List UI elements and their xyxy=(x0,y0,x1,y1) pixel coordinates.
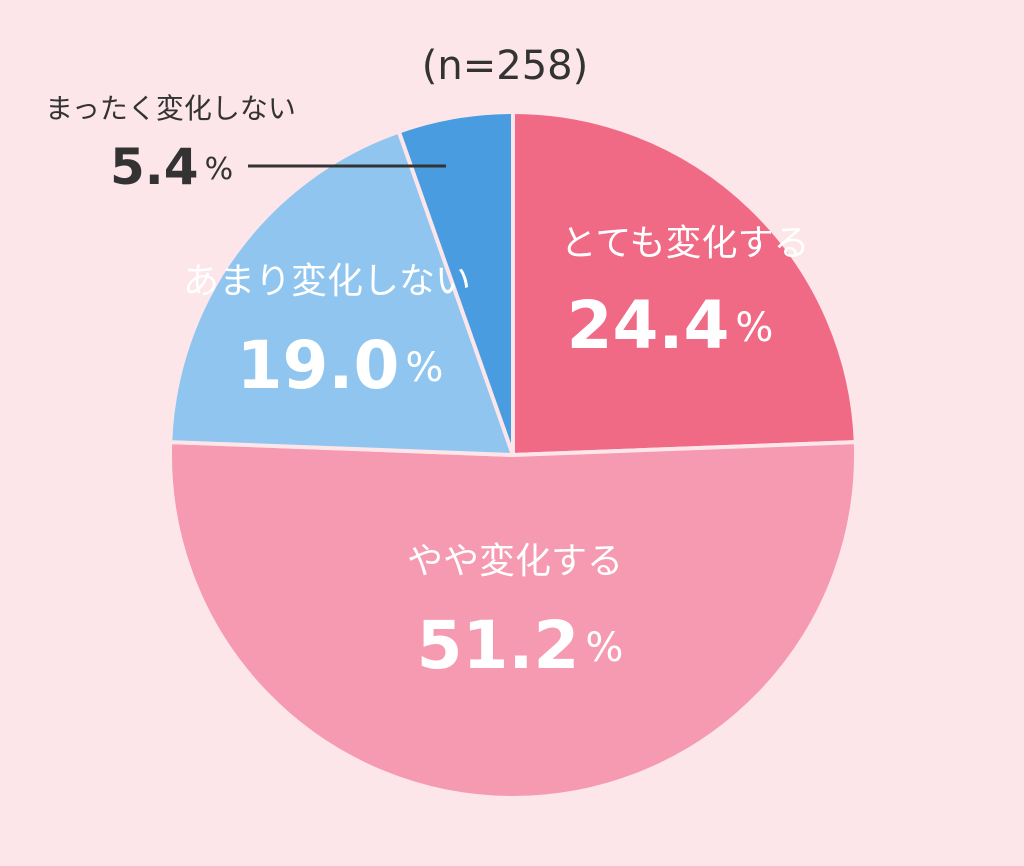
slice-value-label: 24.4% xyxy=(567,287,774,364)
slice-value-label: 19.0% xyxy=(237,327,444,404)
slice-value-label: 5.4% xyxy=(110,138,233,196)
slice-label: とても変化する xyxy=(560,223,809,264)
pie-slice xyxy=(396,109,515,456)
slice-value-label: 51.2% xyxy=(417,607,624,684)
slice-label: まったく変化しない xyxy=(45,92,296,125)
slice-label: やや変化する xyxy=(407,541,623,582)
pie-slice xyxy=(168,439,858,801)
pie-slice xyxy=(511,109,858,458)
slice-label: あまり変化しない xyxy=(183,261,471,302)
chart-title: (n=258) xyxy=(422,43,588,89)
